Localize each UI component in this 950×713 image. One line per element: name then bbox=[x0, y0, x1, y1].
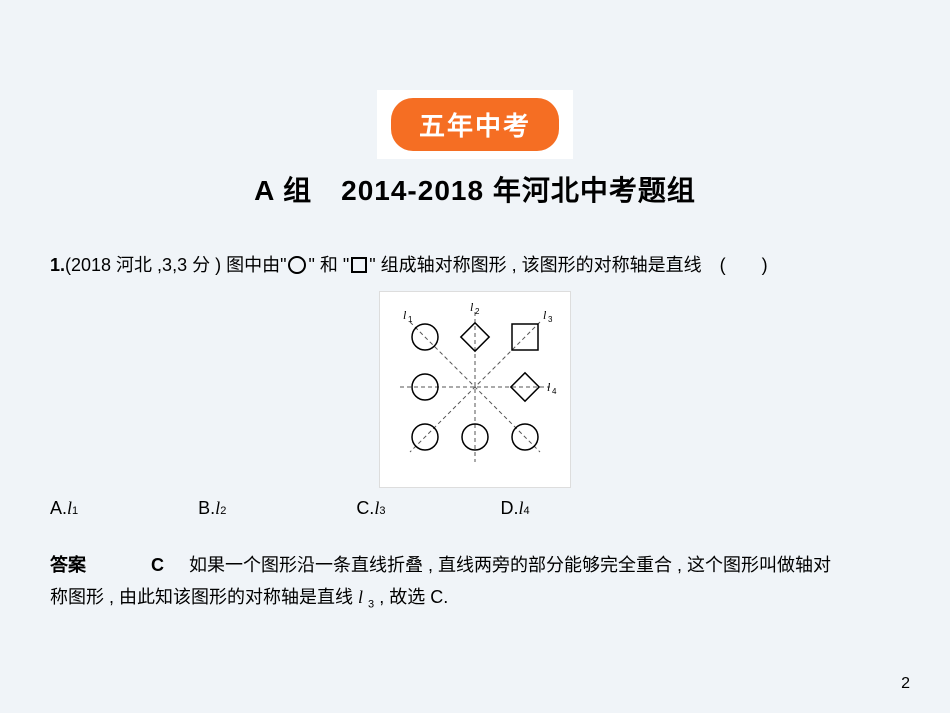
page-number: 2 bbox=[901, 675, 910, 693]
answer-label: 答案 bbox=[50, 555, 86, 575]
question-mid: " 和 " bbox=[308, 249, 349, 281]
square-icon bbox=[351, 257, 367, 273]
section-title: A 组 2014-2018 年河北中考题组 bbox=[50, 169, 900, 209]
svg-text:2: 2 bbox=[475, 307, 480, 316]
options-row: A. l 1 B. l 2 C. l 3 D. l 4 bbox=[50, 498, 900, 519]
option-d-sub: 4 bbox=[523, 505, 529, 517]
circle-icon bbox=[288, 256, 306, 274]
answer-line1: 答案 C 如果一个图形沿一条直线折叠 , 直线两旁的部分能够完全重合 , 这个图… bbox=[50, 549, 900, 581]
svg-text:4: 4 bbox=[552, 387, 557, 396]
option-a-sub: 1 bbox=[72, 505, 78, 517]
answer-choice: C bbox=[151, 555, 164, 575]
answer-var: l bbox=[358, 587, 363, 607]
option-d: D. l 4 bbox=[500, 498, 529, 519]
option-d-letter: D. bbox=[500, 498, 518, 519]
svg-text:l: l bbox=[543, 308, 547, 322]
option-b-sub: 2 bbox=[220, 505, 226, 517]
svg-text:l: l bbox=[547, 380, 551, 394]
badge-wrapper: 五年中考 bbox=[377, 90, 573, 159]
answer-section: 答案 C 如果一个图形沿一条直线折叠 , 直线两旁的部分能够完全重合 , 这个图… bbox=[50, 549, 900, 621]
option-c: C. l 3 bbox=[356, 498, 385, 519]
option-b: B. l 2 bbox=[198, 498, 226, 519]
diagram-container: l 1 l 2 l 3 l 4 bbox=[50, 291, 900, 488]
answer-line2: 称图形 , 由此知该图形的对称轴是直线 l 3 , 故选 C. bbox=[50, 581, 900, 621]
answer-explanation-1: 如果一个图形沿一条直线折叠 , 直线两旁的部分能够完全重合 , 这个图形叫做轴对 bbox=[189, 555, 831, 575]
question-number: 1. bbox=[50, 249, 65, 281]
question-text: 1. (2018 河北 ,3,3 分 ) 图中由" " 和 " " 组成轴对称图… bbox=[50, 249, 900, 281]
option-b-letter: B. bbox=[198, 498, 215, 519]
badge: 五年中考 bbox=[391, 98, 559, 151]
svg-text:l: l bbox=[470, 300, 474, 314]
svg-text:l: l bbox=[403, 308, 407, 322]
answer-sub: 3 bbox=[368, 599, 374, 611]
symmetry-diagram: l 1 l 2 l 3 l 4 bbox=[385, 297, 565, 477]
diagram: l 1 l 2 l 3 l 4 bbox=[379, 291, 571, 488]
question-end: " 组成轴对称图形 , 该图形的对称轴是直线 ( ) bbox=[369, 249, 767, 281]
answer-explanation-end: , 故选 C. bbox=[379, 587, 448, 607]
question-source: (2018 河北 ,3,3 分 ) 图中由" bbox=[65, 249, 286, 281]
option-c-letter: C. bbox=[356, 498, 374, 519]
svg-text:1: 1 bbox=[408, 315, 413, 324]
option-a: A. l 1 bbox=[50, 498, 78, 519]
svg-text:3: 3 bbox=[548, 315, 553, 324]
badge-container: 五年中考 bbox=[50, 90, 900, 159]
option-a-letter: A. bbox=[50, 498, 67, 519]
option-c-sub: 3 bbox=[379, 505, 385, 517]
answer-explanation-2: 称图形 , 由此知该图形的对称轴是直线 bbox=[50, 587, 358, 607]
